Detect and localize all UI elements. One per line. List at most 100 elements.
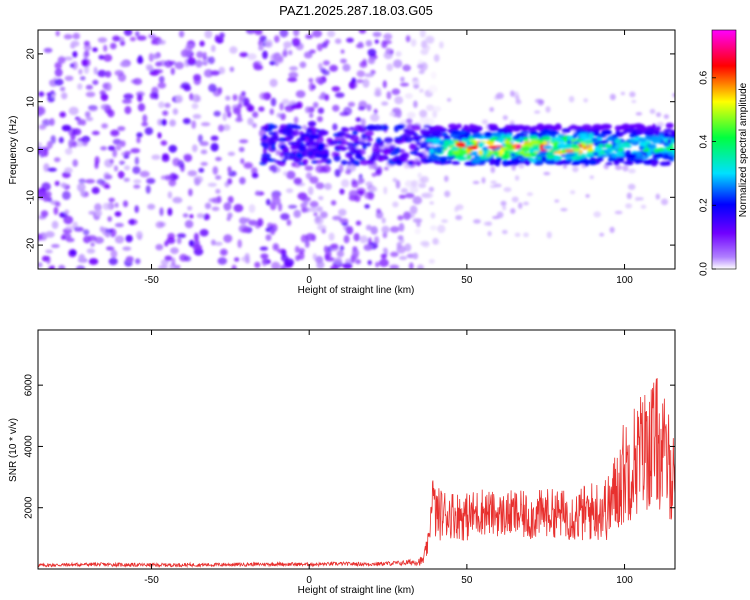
noise-cell — [523, 201, 529, 206]
noise-cell — [227, 178, 233, 185]
noise-cell — [640, 204, 647, 209]
signal-cell — [646, 151, 652, 157]
noise-cell — [502, 205, 507, 211]
signal-cell — [553, 124, 562, 131]
noise-cell — [166, 237, 176, 244]
noise-cell — [117, 170, 125, 179]
noise-cell — [77, 137, 85, 143]
noise-cell — [355, 259, 361, 265]
noise-cell — [342, 63, 351, 72]
noise-cell — [345, 225, 354, 235]
band-cell — [313, 134, 320, 140]
noise-cell — [240, 158, 245, 165]
noise-cell — [155, 61, 163, 67]
noise-cell — [247, 117, 254, 126]
signal-cell — [639, 141, 647, 147]
noise-cell — [41, 255, 50, 262]
signal-cell — [578, 132, 588, 137]
noise-cell — [481, 119, 489, 125]
noise-cell — [417, 63, 424, 69]
noise-cell — [204, 30, 213, 39]
band-cell — [396, 124, 404, 130]
signal-cell — [564, 149, 575, 153]
noise-cell — [51, 220, 59, 229]
noise-cell — [367, 260, 372, 266]
noise-cell — [112, 35, 121, 42]
x-tick-label: 50 — [461, 575, 473, 586]
noise-cell — [271, 196, 281, 206]
signal-cell — [613, 161, 620, 166]
noise-cell — [308, 207, 317, 213]
band-cell — [283, 155, 289, 161]
signal-cell — [515, 144, 522, 150]
noise-cell — [346, 37, 354, 43]
band-cell — [282, 147, 290, 153]
noise-cell — [253, 64, 264, 71]
noise-cell — [324, 94, 330, 101]
signal-cell — [534, 148, 541, 152]
noise-cell — [189, 214, 194, 219]
noise-cell — [238, 146, 245, 153]
signal-cell — [430, 131, 442, 136]
band-cell — [287, 156, 295, 160]
signal-cell — [605, 162, 613, 166]
band-cell — [317, 142, 325, 150]
noise-cell — [192, 144, 198, 153]
band-cell — [310, 141, 318, 147]
spectrogram-y-label: Frequency (Hz) — [8, 116, 19, 185]
signal-cell — [557, 134, 565, 138]
noise-cell — [663, 114, 670, 119]
signal-cell — [471, 151, 479, 155]
noise-cell — [42, 119, 51, 127]
noise-cell — [357, 41, 364, 48]
noise-cell — [371, 172, 377, 177]
noise-cell — [357, 178, 363, 185]
band-cell — [267, 123, 275, 130]
band-cell — [322, 150, 328, 155]
band-cell — [345, 153, 353, 158]
noise-cell — [609, 93, 616, 101]
signal-cell — [672, 151, 675, 155]
noise-cell — [351, 77, 356, 84]
y-tick-label: 10 — [26, 96, 37, 108]
noise-cell — [359, 61, 368, 68]
noise-cell — [237, 239, 242, 249]
noise-cell — [373, 108, 378, 115]
noise-cell — [203, 69, 214, 78]
band-cell — [292, 129, 300, 137]
band-cell — [342, 127, 350, 133]
noise-cell — [295, 90, 306, 98]
signal-cell — [487, 145, 499, 149]
noise-cell — [358, 30, 367, 34]
noise-cell — [239, 139, 249, 144]
noise-cell — [424, 192, 434, 199]
band-cell — [271, 143, 276, 151]
noise-cell — [210, 135, 219, 141]
noise-cell — [270, 228, 276, 236]
band-cell — [415, 160, 422, 167]
noise-cell — [59, 111, 66, 118]
noise-cell — [60, 182, 67, 188]
signal-cell — [447, 159, 452, 164]
noise-cell — [125, 256, 134, 263]
signal-cell — [567, 159, 573, 162]
signal-cell — [594, 128, 600, 133]
noise-cell — [124, 106, 132, 115]
signal-cell — [625, 150, 631, 154]
noise-cell — [379, 258, 389, 267]
noise-cell — [432, 110, 438, 119]
noise-cell — [386, 63, 394, 72]
noise-cell — [502, 115, 508, 121]
signal-cell — [448, 123, 458, 129]
noise-cell — [503, 187, 512, 193]
signal-cell — [665, 146, 675, 151]
noise-cell — [192, 94, 201, 103]
signal-cell — [628, 138, 637, 143]
signal-cell — [634, 158, 645, 164]
noise-cell — [183, 154, 193, 162]
signal-cell — [451, 146, 459, 151]
signal-cell — [502, 127, 508, 132]
noise-cell — [312, 253, 317, 261]
noise-cell — [420, 240, 430, 247]
noise-cell — [211, 197, 222, 204]
